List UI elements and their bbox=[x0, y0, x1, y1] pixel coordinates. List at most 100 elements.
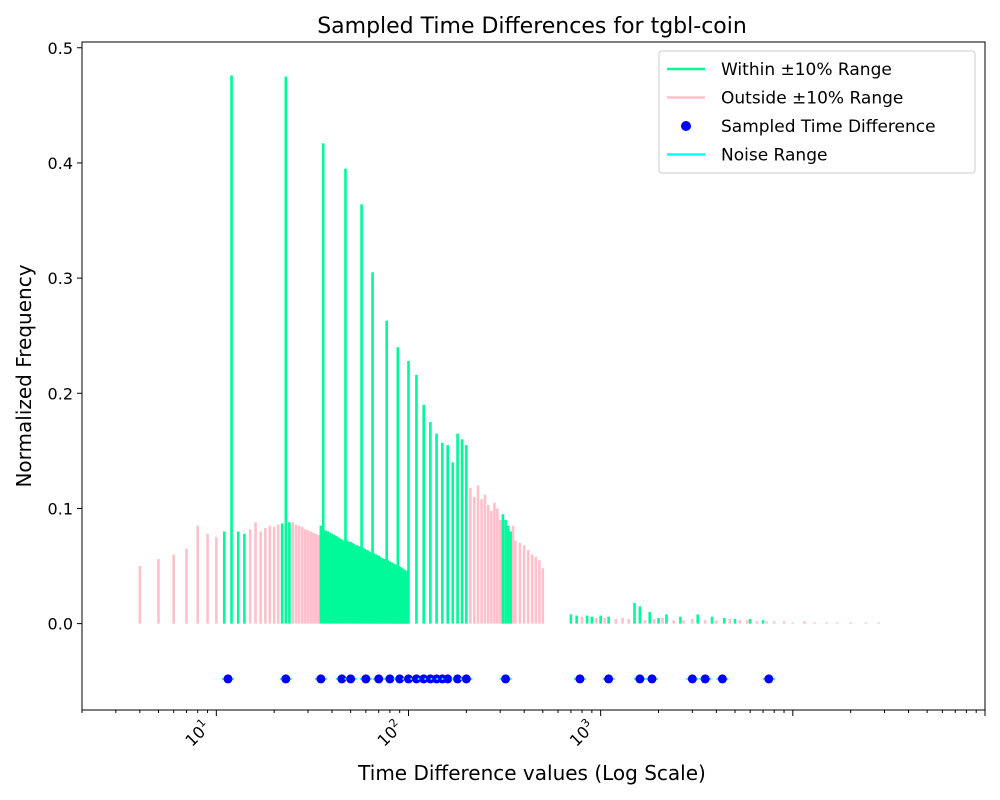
bar-outside bbox=[314, 533, 318, 624]
y-tick-label: 0.2 bbox=[48, 384, 73, 403]
bar-outside bbox=[538, 560, 541, 624]
sample-point bbox=[764, 674, 774, 684]
bar-outside bbox=[483, 494, 487, 624]
bar-outside bbox=[518, 543, 522, 624]
bar-within bbox=[344, 168, 347, 624]
bar-outside bbox=[738, 620, 742, 624]
bar-within bbox=[607, 616, 610, 624]
legend-label: Outside ±10% Range bbox=[721, 89, 903, 109]
bar-outside bbox=[514, 540, 517, 624]
bar-within bbox=[599, 615, 602, 624]
legend-marker bbox=[681, 121, 691, 131]
sample-point bbox=[461, 674, 471, 684]
bar-outside bbox=[496, 508, 499, 624]
bar-outside bbox=[264, 528, 267, 624]
sample-point bbox=[635, 674, 645, 684]
bar-within bbox=[340, 539, 344, 624]
bar-within bbox=[569, 614, 573, 624]
bar-outside bbox=[472, 496, 476, 624]
y-tick-label: 0.5 bbox=[48, 39, 73, 58]
bar-within bbox=[342, 540, 345, 624]
sample-point bbox=[403, 674, 413, 684]
bar-outside bbox=[825, 622, 828, 624]
bar-outside bbox=[312, 532, 315, 624]
bar-outside bbox=[715, 620, 718, 624]
bar-outside bbox=[272, 526, 276, 624]
sample-point bbox=[575, 674, 585, 684]
y-tick-label: 0.1 bbox=[48, 499, 73, 518]
bar-outside bbox=[172, 554, 175, 624]
bar-within bbox=[665, 614, 668, 624]
sample-point bbox=[453, 674, 463, 684]
bar-outside bbox=[317, 534, 320, 624]
y-axis: 0.0 0.1 0.2 0.3 0.4 0.5 bbox=[48, 39, 82, 634]
sample-point bbox=[374, 674, 384, 684]
bar-within bbox=[355, 545, 359, 624]
bar-within bbox=[638, 606, 642, 624]
bar-within bbox=[733, 619, 737, 624]
bar-within bbox=[222, 531, 226, 624]
bar-within bbox=[349, 541, 352, 624]
bar-within bbox=[710, 616, 714, 624]
bar-outside bbox=[309, 531, 313, 624]
sample-point bbox=[604, 674, 614, 684]
bar-outside bbox=[490, 510, 493, 624]
sample-point bbox=[361, 674, 371, 684]
bar-within bbox=[334, 536, 338, 624]
bar-within bbox=[761, 620, 765, 624]
bar-within bbox=[446, 445, 450, 624]
bar-outside bbox=[268, 525, 272, 624]
bar-within bbox=[575, 615, 578, 624]
bar-outside bbox=[755, 621, 759, 624]
bar-within bbox=[280, 523, 284, 624]
bar-outside bbox=[297, 525, 301, 624]
bar-within bbox=[319, 525, 323, 624]
bar-within bbox=[465, 445, 468, 624]
bar-within bbox=[456, 433, 459, 624]
bar-within bbox=[354, 545, 357, 624]
bar-outside bbox=[276, 524, 280, 624]
bar-within bbox=[657, 617, 660, 624]
bar-outside bbox=[300, 526, 304, 624]
bar-outside bbox=[877, 622, 881, 624]
bar-within bbox=[321, 143, 325, 624]
bar-within bbox=[358, 546, 362, 624]
y-axis-label: Normalized Frequency bbox=[12, 264, 36, 487]
legend: Within ±10% Range Outside ±10% Range Sampl… bbox=[658, 50, 976, 174]
bar-within bbox=[679, 616, 682, 624]
bar-outside bbox=[614, 619, 618, 624]
bar-outside bbox=[530, 554, 534, 624]
bar-outside bbox=[603, 617, 607, 624]
bars-layer bbox=[138, 75, 881, 624]
sample-points-layer bbox=[221, 674, 775, 684]
sample-point bbox=[443, 674, 453, 684]
legend-label: Noise Range bbox=[721, 146, 827, 166]
bar-within bbox=[385, 320, 388, 624]
bar-outside bbox=[138, 566, 142, 624]
bar-within bbox=[368, 552, 372, 624]
bar-within bbox=[288, 522, 291, 624]
bar-outside bbox=[306, 530, 310, 624]
bar-within bbox=[415, 374, 418, 624]
bar-outside bbox=[303, 529, 307, 624]
plot-frame bbox=[81, 41, 986, 711]
bar-outside bbox=[248, 529, 252, 624]
bar-outside bbox=[480, 499, 483, 624]
bar-outside bbox=[526, 549, 530, 624]
bar-within bbox=[504, 519, 507, 624]
bar-outside bbox=[534, 556, 538, 624]
bar-outside bbox=[746, 620, 749, 624]
sample-point bbox=[425, 674, 435, 684]
bar-outside bbox=[476, 485, 480, 624]
bar-within bbox=[396, 347, 400, 624]
bar-outside bbox=[185, 548, 188, 624]
y-tick-label: 0.0 bbox=[48, 615, 73, 634]
bar-within bbox=[696, 614, 700, 624]
bar-within bbox=[357, 546, 360, 624]
bar-within bbox=[435, 433, 438, 624]
bar-outside bbox=[652, 619, 656, 624]
bar-outside bbox=[627, 619, 631, 624]
bar-within bbox=[451, 462, 455, 624]
y-tick-label: 0.4 bbox=[48, 154, 73, 173]
